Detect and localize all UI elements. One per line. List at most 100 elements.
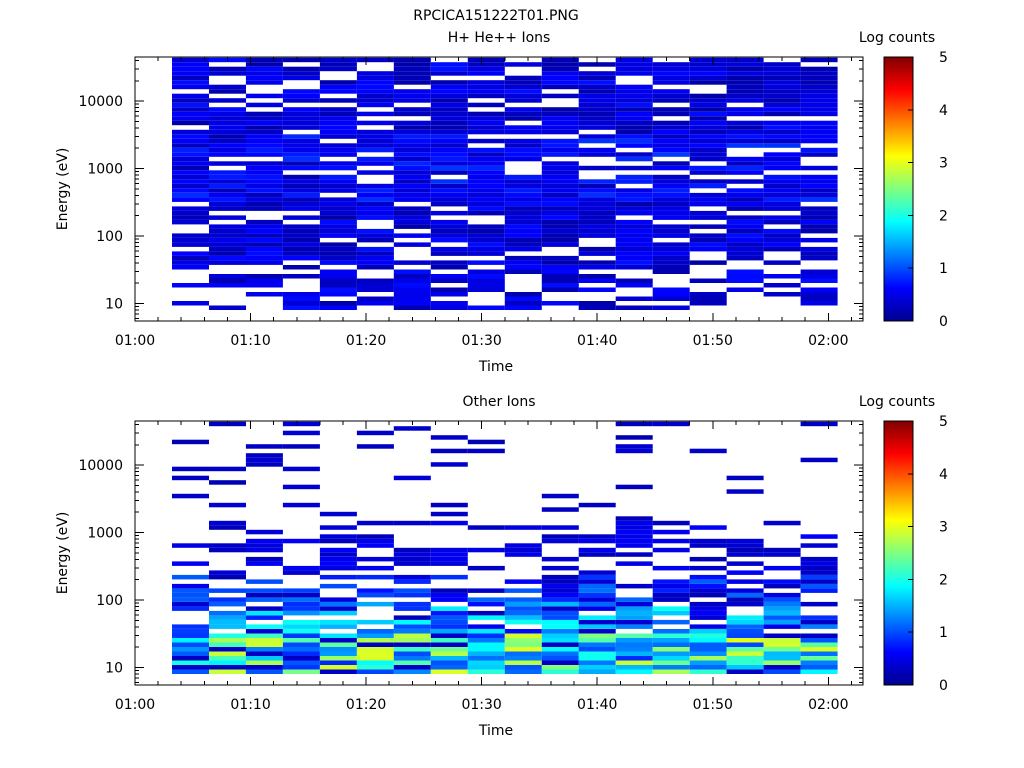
heatmap-cell <box>652 98 690 103</box>
heatmap-cell <box>726 201 764 207</box>
heatmap-cell <box>615 534 653 539</box>
heatmap-cell <box>430 224 468 229</box>
heatmap-cell <box>800 107 838 112</box>
heatmap-cell <box>541 592 579 598</box>
heatmap-cell <box>578 570 616 575</box>
heatmap-cell <box>615 561 653 566</box>
heatmap-cell <box>689 237 727 243</box>
heatmap-cell <box>763 120 801 126</box>
heatmap-cell <box>689 57 727 63</box>
heatmap-cell <box>763 633 801 638</box>
heatmap-cell <box>615 84 653 90</box>
heatmap-cell <box>319 143 357 148</box>
heatmap-cell <box>209 233 246 238</box>
heatmap-cell <box>430 183 468 189</box>
heatmap-cell <box>763 242 801 247</box>
heatmap-cell <box>800 296 838 301</box>
heatmap-cell <box>209 547 246 553</box>
heatmap-cell <box>209 161 246 166</box>
heatmap-cell <box>504 152 542 157</box>
heatmap-cell <box>689 210 727 216</box>
heatmap-cell <box>615 448 653 454</box>
heatmap-cell <box>245 120 283 126</box>
heatmap-cell <box>578 201 616 207</box>
heatmap-cell <box>504 215 542 220</box>
heatmap-cell <box>245 62 283 67</box>
heatmap-cell <box>541 624 579 629</box>
heatmap-cell <box>245 629 283 634</box>
heatmap-cell <box>430 610 468 616</box>
heatmap-cell <box>726 597 764 602</box>
heatmap-cell <box>430 116 468 121</box>
heatmap-cell <box>504 615 542 620</box>
heatmap-cell <box>578 669 616 674</box>
heatmap-cell <box>615 188 653 193</box>
heatmap-cell <box>393 111 431 117</box>
heatmap-cell <box>245 246 283 252</box>
heatmap-cell <box>209 520 246 526</box>
heatmap-cell <box>282 125 320 130</box>
heatmap-cell <box>430 619 468 625</box>
heatmap-cell <box>245 66 283 72</box>
heatmap-cell <box>541 583 579 589</box>
heatmap-cell <box>356 80 394 85</box>
heatmap-cell <box>282 228 320 234</box>
heatmap-cell <box>209 624 246 629</box>
heatmap-cell <box>282 215 320 220</box>
heatmap-cell <box>800 457 838 463</box>
heatmap-cell <box>393 547 431 553</box>
heatmap-cell <box>467 638 505 643</box>
heatmap-cell <box>504 98 542 103</box>
heatmap-cell <box>615 665 653 670</box>
heatmap-cell <box>689 651 727 656</box>
heatmap-cell <box>430 165 468 171</box>
heatmap-cell <box>245 543 283 548</box>
heatmap-cell <box>615 278 653 283</box>
heatmap-cell <box>319 251 357 256</box>
heatmap-cell <box>800 583 838 589</box>
heatmap-cell <box>393 642 431 647</box>
heatmap-cell <box>615 93 653 99</box>
heatmap-cell <box>615 606 653 611</box>
heatmap-cell <box>541 116 579 121</box>
heatmap-cell <box>356 629 394 634</box>
heatmap-cell <box>800 80 838 85</box>
heatmap-cell <box>541 642 579 647</box>
heatmap-cell <box>578 215 616 220</box>
heatmap-cell <box>615 283 653 288</box>
heatmap-cell <box>430 143 468 148</box>
heatmap-cell <box>763 237 801 243</box>
heatmap-cell <box>763 665 801 670</box>
colorbar-tick-label: 2 <box>939 572 948 588</box>
heatmap-cell <box>467 111 505 117</box>
heatmap-cell <box>245 292 283 297</box>
colorbar-tick-label: 1 <box>939 625 948 641</box>
heatmap-cell <box>578 278 616 283</box>
heatmap-cell <box>430 129 468 135</box>
heatmap-cell <box>652 296 690 301</box>
heatmap-cell <box>467 89 505 94</box>
heatmap-cell <box>282 588 320 593</box>
heatmap-cell <box>578 197 616 202</box>
heatmap-cell <box>356 538 394 544</box>
heatmap-cell <box>800 188 838 193</box>
panel-title: H+ He++ Ions <box>448 30 551 46</box>
heatmap-cell <box>319 638 357 643</box>
heatmap-cell <box>319 669 357 674</box>
heatmap-cell <box>726 633 764 638</box>
heatmap-cell <box>800 93 838 99</box>
heatmap-cell <box>504 601 542 607</box>
heatmap-cell <box>393 588 431 593</box>
heatmap-cell <box>430 179 468 184</box>
heatmap-cell <box>504 579 542 584</box>
heatmap-cell <box>504 197 542 202</box>
heatmap-cell <box>393 475 431 481</box>
heatmap-cell <box>319 665 357 670</box>
heatmap-cell <box>356 210 394 216</box>
heatmap-cell <box>800 556 838 562</box>
heatmap-cell <box>652 242 690 247</box>
heatmap-cell <box>282 610 320 616</box>
heatmap-cell <box>430 665 468 670</box>
heatmap-cell <box>393 669 431 674</box>
heatmap-cell <box>319 210 357 216</box>
